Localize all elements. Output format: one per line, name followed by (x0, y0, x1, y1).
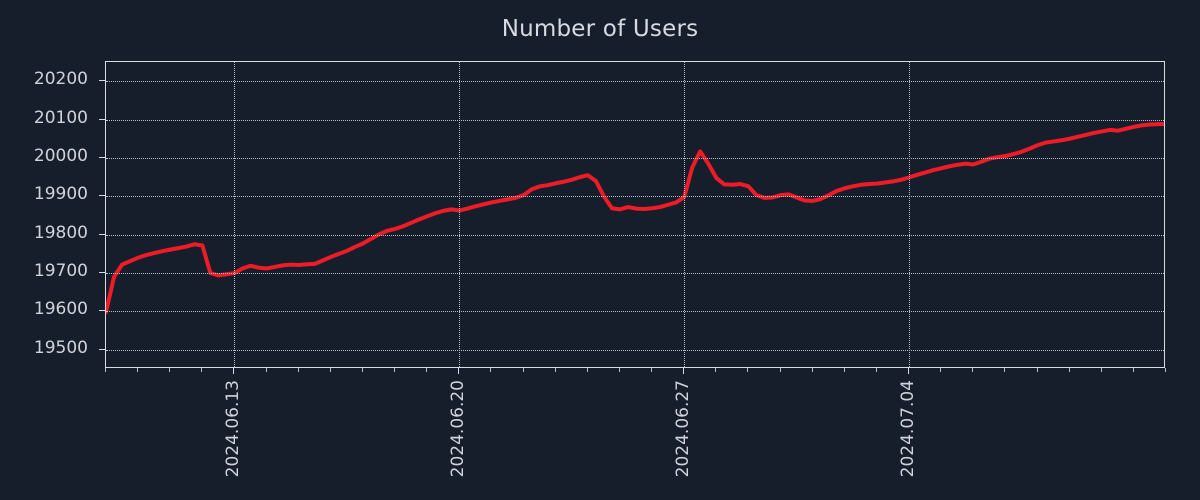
gridline-horizontal (106, 273, 1164, 275)
x-tick-label: 2024.06.20 (448, 380, 469, 478)
x-tick-mark-minor (1004, 368, 1006, 372)
gridline-horizontal (106, 196, 1164, 198)
gridline-horizontal (106, 157, 1164, 159)
x-tick-mark (458, 368, 460, 374)
x-tick-mark-minor (265, 368, 267, 372)
x-tick-mark-minor (586, 368, 588, 372)
x-tick-label: 2024.07.04 (898, 380, 919, 478)
gridline-vertical (909, 62, 911, 367)
chart-title: Number of Users (501, 16, 699, 42)
x-tick-mark-minor (1068, 368, 1070, 372)
x-tick-mark-minor (1132, 368, 1134, 372)
y-tick-label: 19500 (33, 337, 88, 358)
y-tick-mark (99, 348, 105, 350)
x-tick-mark-minor (554, 368, 556, 372)
y-tick-mark (99, 272, 105, 274)
x-tick-mark-minor (811, 368, 813, 372)
y-tick-label: 19900 (33, 184, 88, 205)
y-tick-mark (99, 233, 105, 235)
x-tick-mark-minor (972, 368, 974, 372)
plot-area (105, 61, 1165, 368)
gridline-horizontal (106, 349, 1164, 351)
gridline-vertical (684, 62, 686, 367)
y-tick-label: 20000 (33, 145, 88, 166)
x-tick-mark-minor (715, 368, 717, 372)
y-tick-mark (99, 195, 105, 197)
gridline-vertical (234, 62, 236, 367)
x-tick-mark (908, 368, 910, 374)
y-tick-mark (99, 80, 105, 82)
gridline-vertical (459, 62, 461, 367)
series-polyline (106, 122, 1164, 315)
x-tick-label: 2024.06.27 (673, 380, 694, 478)
x-tick-mark-minor (297, 368, 299, 372)
x-tick-mark (233, 368, 235, 374)
x-tick-mark-minor (426, 368, 428, 372)
gridline-horizontal (106, 234, 1164, 236)
x-tick-mark-minor (394, 368, 396, 372)
x-tick-mark-minor (940, 368, 942, 372)
x-tick-mark-minor (522, 368, 524, 372)
x-tick-mark-minor (201, 368, 203, 372)
y-tick-mark (99, 310, 105, 312)
x-tick-mark (683, 368, 685, 374)
x-tick-mark-minor (1165, 368, 1166, 372)
x-tick-mark-minor (875, 368, 877, 372)
x-tick-mark-minor (618, 368, 620, 372)
y-tick-label: 20200 (33, 69, 88, 90)
x-tick-mark-minor (105, 368, 106, 372)
y-tick-label: 19700 (33, 261, 88, 282)
y-tick-mark (99, 156, 105, 158)
x-tick-label: 2024.06.13 (223, 380, 244, 478)
x-tick-mark-minor (843, 368, 845, 372)
x-tick-mark-minor (779, 368, 781, 372)
gridline-horizontal (106, 119, 1164, 121)
y-tick-label: 19600 (33, 299, 88, 320)
x-tick-mark-minor (137, 368, 139, 372)
x-tick-mark-minor (1100, 368, 1102, 372)
y-tick-mark (99, 118, 105, 120)
x-tick-mark-minor (490, 368, 492, 372)
x-tick-mark-minor (361, 368, 363, 372)
y-tick-label: 19800 (33, 222, 88, 243)
x-tick-mark-minor (1036, 368, 1038, 372)
x-tick-mark-minor (329, 368, 331, 372)
x-tick-mark-minor (169, 368, 171, 372)
x-tick-mark-minor (747, 368, 749, 372)
x-tick-mark-minor (651, 368, 653, 372)
y-tick-label: 20100 (33, 107, 88, 128)
gridline-horizontal (106, 81, 1164, 83)
gridline-horizontal (106, 311, 1164, 313)
series-line-number-of-users (106, 122, 1164, 315)
